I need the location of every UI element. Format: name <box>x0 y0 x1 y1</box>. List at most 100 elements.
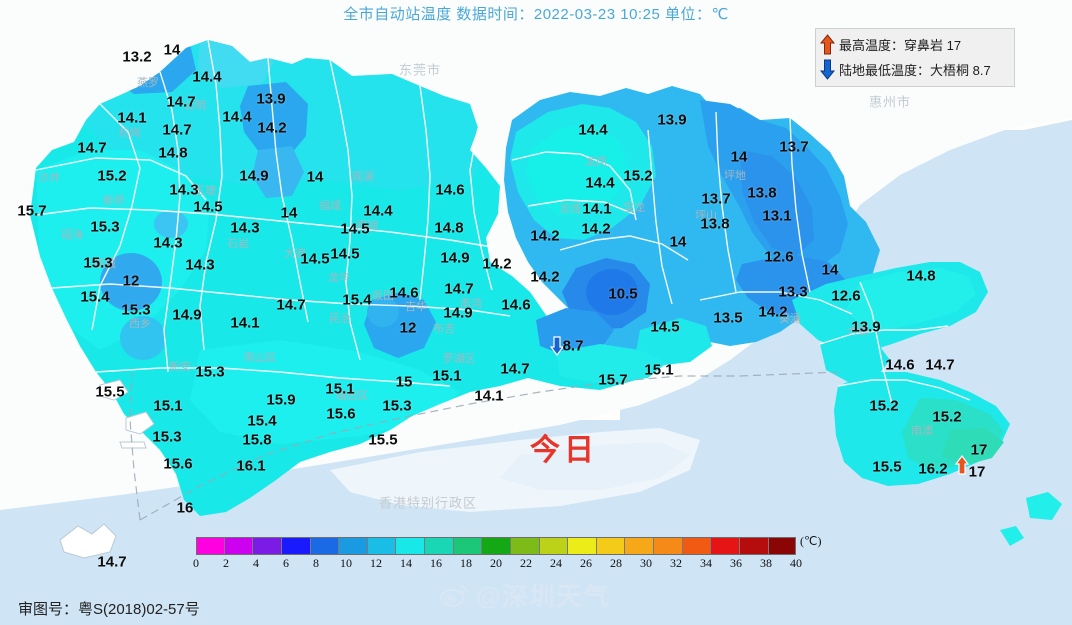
station-temperature-label: 17 <box>968 463 986 481</box>
district-label: 新桥 <box>103 195 125 207</box>
station-temperature-label: 15.3 <box>152 428 182 446</box>
station-temperature-label: 14.6 <box>501 296 531 314</box>
scale-tick-14: 14 <box>400 556 412 570</box>
color-swatch-2 <box>253 537 282 555</box>
station-temperature-label: 17 <box>970 441 988 459</box>
station-temperature-label: 14.2 <box>530 268 560 286</box>
station-temperature-label: 14.5 <box>330 245 360 263</box>
scale-tick-34: 34 <box>700 556 712 570</box>
station-temperature-label: 15.6 <box>326 405 356 423</box>
station-temperature-label: 15.6 <box>163 455 193 473</box>
district-label: 吉华 <box>405 301 427 313</box>
station-temperature-label: 14.4 <box>192 68 222 86</box>
district-label: 葵涌 <box>779 313 801 325</box>
color-swatch-15 <box>625 537 654 555</box>
station-temperature-label: 15.1 <box>325 380 355 398</box>
scale-tick-6: 6 <box>283 556 289 570</box>
district-label: 燕罗 <box>137 77 159 89</box>
district-label: 大鹏 <box>847 325 869 337</box>
scale-tick-40: 40 <box>790 556 802 570</box>
station-temperature-label: 14.6 <box>389 284 419 302</box>
scale-tick-32: 32 <box>670 556 682 570</box>
station-temperature-label: 14 <box>306 168 324 186</box>
scale-tick-10: 10 <box>340 556 352 570</box>
station-temperature-label: 14.3 <box>185 256 215 274</box>
station-temperature-label: 15.2 <box>869 397 899 415</box>
station-temperature-label: 13.7 <box>701 190 731 208</box>
district-label: 福海 <box>61 229 83 241</box>
station-temperature-label: 14 <box>821 261 839 279</box>
color-scale-unit: (℃) <box>800 534 822 548</box>
color-swatch-0 <box>196 537 225 555</box>
station-temperature-label: 14.8 <box>158 144 188 162</box>
district-label: 沙井 <box>38 172 60 184</box>
district-label: 大浪 <box>284 248 306 260</box>
station-temperature-label: 15.5 <box>368 431 398 449</box>
station-temperature-label: 13.8 <box>700 215 730 233</box>
city-label-dongguan: 东莞市 <box>398 62 442 78</box>
station-temperature-label: 14.6 <box>885 356 915 374</box>
station-temperature-label: 14.7 <box>77 139 107 157</box>
weibo-watermark: @深圳天气 <box>440 577 610 613</box>
up-arrow-icon <box>820 34 835 55</box>
district-label: 布吉 <box>433 323 455 335</box>
station-temperature-label: 14.7 <box>166 93 196 111</box>
district-label: 坪地 <box>724 170 746 182</box>
station-temperature-label: 15.3 <box>121 301 151 319</box>
color-swatch-17 <box>682 537 712 555</box>
district-label: 坂田 <box>372 290 394 302</box>
station-temperature-label: 14.4 <box>363 202 393 220</box>
watermark-text: @深圳天气 <box>476 583 611 611</box>
district-label: 南山区 <box>243 352 277 364</box>
color-swatch-1 <box>224 537 254 555</box>
max-temp-marker-icon <box>955 455 969 475</box>
color-swatch-11 <box>510 537 540 555</box>
station-temperature-label: 14.7 <box>276 296 306 314</box>
scale-tick-4: 4 <box>253 556 259 570</box>
station-temperature-label: 13.9 <box>851 318 881 336</box>
scale-tick-24: 24 <box>550 556 562 570</box>
station-temperature-label: 15.3 <box>382 397 412 415</box>
color-swatch-16 <box>654 537 683 555</box>
district-label: 新安 <box>169 361 191 373</box>
station-temperature-label: 16 <box>176 499 194 517</box>
station-temperature-label: 15.3 <box>195 363 225 381</box>
station-temperature-label: 13.5 <box>713 309 743 327</box>
district-label: 松岗 <box>119 127 141 139</box>
station-temperature-label: 8.7 <box>562 337 584 355</box>
district-label: 龙华 <box>328 272 350 284</box>
district-label: 福田区 <box>335 390 369 402</box>
station-temperature-label: 14.5 <box>300 250 330 268</box>
color-swatch-6 <box>367 537 397 555</box>
station-temperature-label: 15 <box>395 373 413 391</box>
station-temperature-label: 14.4 <box>585 174 615 192</box>
station-temperature-label: 14.5 <box>650 318 680 336</box>
station-temperature-label: 14.1 <box>117 109 147 127</box>
city-label-hongkong: 香港特别行政区 <box>378 495 478 511</box>
station-temperature-label: 14.5 <box>193 198 223 216</box>
min-temperature-row: 陆地最低温度：大梧桐 8.7 <box>820 57 1008 82</box>
district-label: 航城 <box>94 258 116 270</box>
station-temperature-label: 13.2 <box>122 48 152 66</box>
station-temperature-label: 14.8 <box>906 267 936 285</box>
station-temperature-label: 14.5 <box>340 220 370 238</box>
station-temperature-label: 14.3 <box>153 234 183 252</box>
station-temperature-label: 12.6 <box>831 287 861 305</box>
district-label: 公明 <box>184 100 206 112</box>
district-label: 石岩 <box>227 238 249 250</box>
station-temperature-label: 13.1 <box>762 207 792 225</box>
district-label: 玉塘 <box>194 185 216 197</box>
station-temperature-label: 14.6 <box>435 181 465 199</box>
station-temperature-label: 15.2 <box>97 167 127 185</box>
station-temperature-label: 14.9 <box>172 306 202 324</box>
station-temperature-label: 15.3 <box>83 254 113 272</box>
station-temperature-label: 14.8 <box>434 219 464 237</box>
district-label: 南澳 <box>911 425 933 437</box>
station-temperature-label: 15.9 <box>266 391 296 409</box>
station-temperature-label: 15.2 <box>623 167 653 185</box>
station-temperature-label: 13.3 <box>778 283 808 301</box>
page-title: 全市自动站温度 数据时间：2022-03-23 10:25 单位：℃ <box>343 6 729 23</box>
scale-tick-20: 20 <box>490 556 502 570</box>
color-scale-ticks: 0 2 4 6 8 10 12 14 16 18 20 22 24 26 28 30 32 34 36 38 40 <box>193 556 802 572</box>
